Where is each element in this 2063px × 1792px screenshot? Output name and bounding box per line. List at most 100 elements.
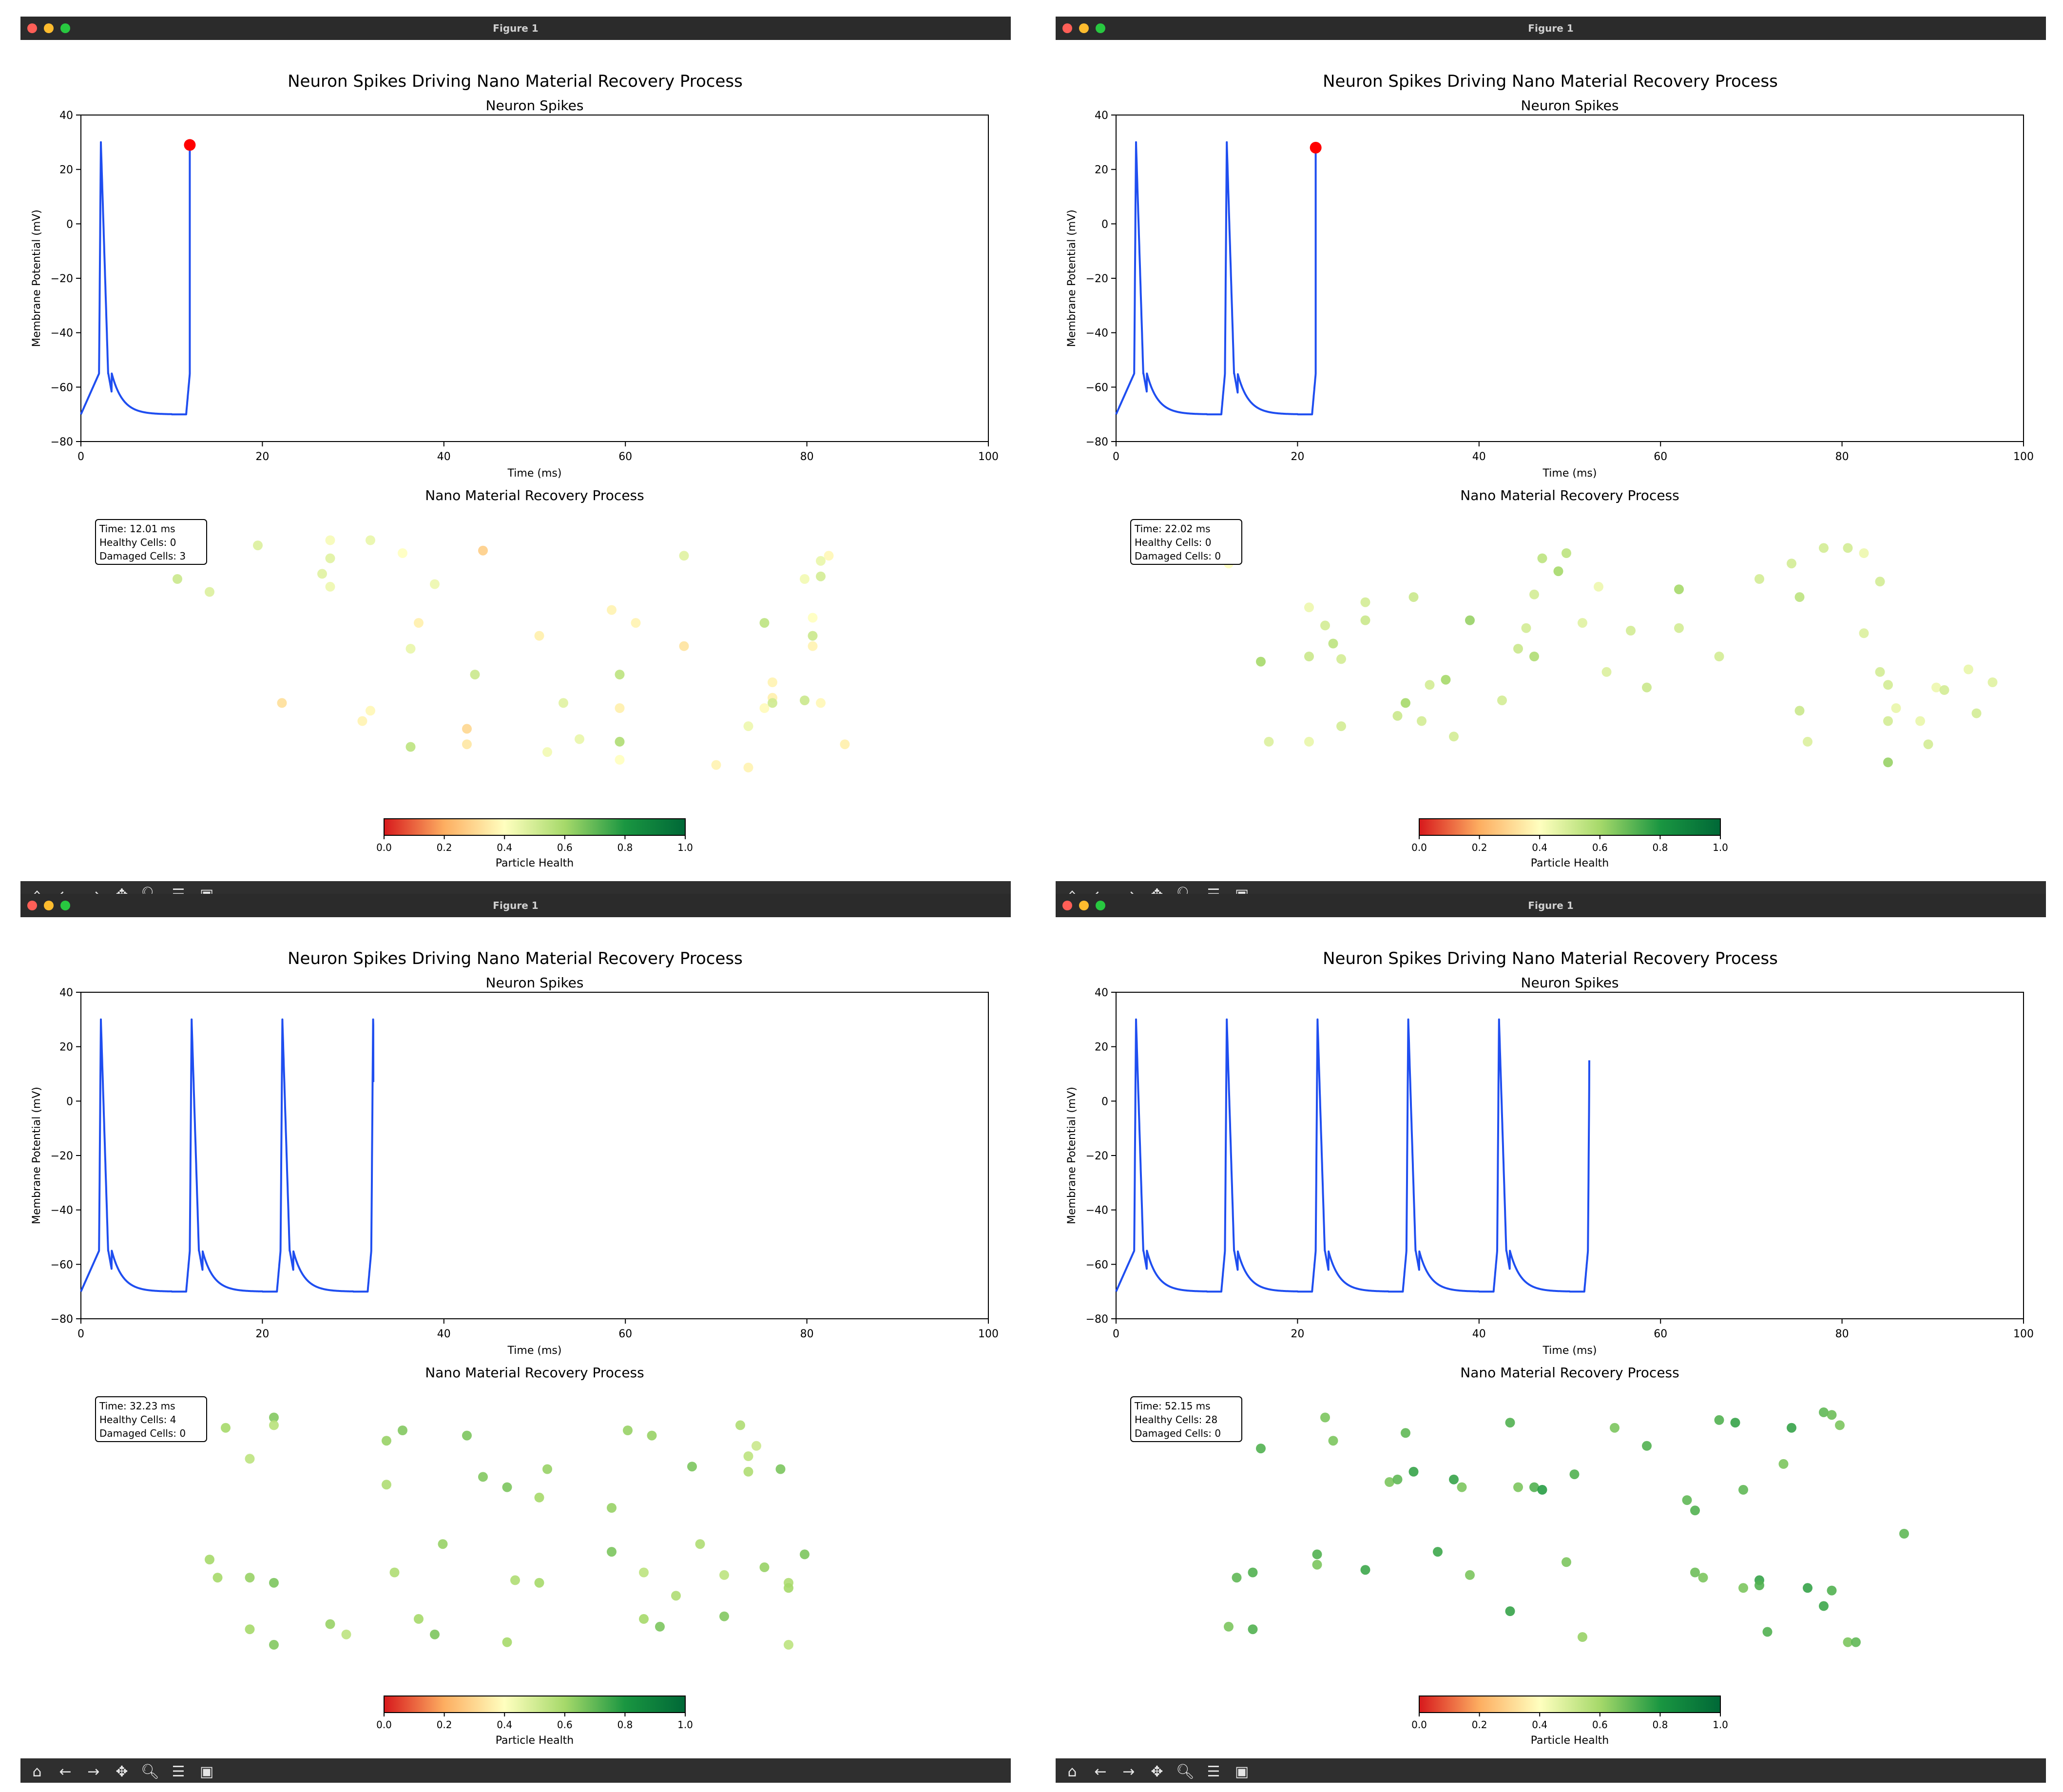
scatter-title: Nano Material Recovery Process — [425, 1365, 644, 1381]
close-window-button[interactable] — [1062, 901, 1072, 910]
colorbar-tick-label: 1.0 — [677, 1719, 693, 1731]
particle-point — [1529, 589, 1539, 599]
colorbar-tick-label: 0.4 — [497, 1719, 512, 1731]
maximize-window-button[interactable] — [1096, 901, 1105, 910]
figure-canvas: Neuron Spikes Driving Nano Material Reco… — [1056, 40, 2046, 881]
info-box — [1130, 519, 1242, 565]
info-time: Time: 32.23 ms — [99, 1400, 175, 1412]
particle-point — [1843, 543, 1853, 553]
minimize-window-button[interactable] — [44, 23, 54, 33]
configure-subplots-icon[interactable]: ☰ — [172, 1763, 185, 1780]
colorbar-tick-label: 0.2 — [1472, 1719, 1487, 1731]
particle-point — [1762, 1627, 1773, 1637]
home-icon[interactable]: ⌂ — [32, 1763, 42, 1780]
particle-point — [615, 703, 625, 713]
maximize-window-button[interactable] — [60, 23, 70, 33]
info-healthy-cells: Healthy Cells: 0 — [1135, 537, 1212, 548]
particle-point — [1401, 698, 1410, 708]
save-icon[interactable]: ▣ — [1234, 1763, 1249, 1780]
maximize-window-button[interactable] — [60, 901, 70, 910]
window-titlebar[interactable]: Figure 1 — [1056, 17, 2046, 40]
forward-arrow-icon[interactable]: → — [87, 1763, 100, 1780]
particle-point — [1899, 1529, 1909, 1539]
particle-point — [245, 1573, 255, 1583]
close-window-button[interactable] — [1062, 23, 1072, 33]
particle-point — [357, 716, 367, 726]
particle-point — [1923, 739, 1933, 750]
plot-frame — [80, 992, 989, 1319]
particle-point — [1360, 597, 1370, 607]
particle-point — [269, 1639, 279, 1650]
particle-point — [1360, 615, 1370, 625]
x-axis-label: Time (ms) — [507, 467, 562, 480]
particle-point — [245, 1624, 255, 1635]
particle-point — [325, 553, 335, 563]
y-tick-label: −40 — [1086, 1205, 1108, 1217]
configure-subplots-icon[interactable]: ☰ — [1207, 1763, 1220, 1780]
x-tick-label: 80 — [800, 451, 814, 463]
minimize-window-button[interactable] — [44, 901, 54, 910]
colorbar-tick-label: 0.8 — [617, 842, 633, 853]
particle-point — [462, 739, 472, 750]
pan-icon[interactable]: ✥ — [1151, 1763, 1163, 1780]
particle-point — [1626, 626, 1636, 636]
colorbar-tick-label: 0.6 — [557, 842, 573, 853]
colorbar-tick-label: 1.0 — [1713, 1719, 1728, 1731]
back-arrow-icon[interactable]: ← — [1094, 1763, 1107, 1780]
particle-point — [366, 535, 375, 545]
particle-point — [1714, 1415, 1724, 1425]
window-titlebar[interactable]: Figure 1 — [1056, 894, 2046, 917]
chart-title: Neuron Spikes — [486, 97, 584, 114]
info-healthy-cells: Healthy Cells: 0 — [99, 537, 176, 548]
y-tick-label: 40 — [59, 110, 73, 122]
particle-point — [1392, 1474, 1403, 1484]
particle-point — [1232, 1573, 1242, 1583]
particle-point — [502, 1637, 512, 1647]
minimize-window-button[interactable] — [1079, 23, 1089, 33]
particle-point — [1401, 1428, 1410, 1438]
particle-point — [1248, 1567, 1258, 1578]
maximize-window-button[interactable] — [1096, 23, 1105, 33]
x-tick-label: 100 — [2013, 1328, 2034, 1340]
close-window-button[interactable] — [27, 23, 37, 33]
particle-point — [1859, 548, 1869, 558]
colorbar-label: Particle Health — [496, 1734, 574, 1747]
y-tick-label: 0 — [1101, 218, 1108, 231]
colorbar-tick-label: 0.0 — [1411, 842, 1427, 853]
particle-point — [470, 670, 480, 680]
y-tick-label: 20 — [59, 1041, 73, 1054]
pan-icon[interactable]: ✥ — [116, 1763, 128, 1780]
particle-point — [1385, 1477, 1394, 1487]
zoom-icon[interactable]: 🔍︎ — [140, 1763, 160, 1780]
zoom-icon[interactable]: 🔍︎ — [1176, 1763, 1195, 1780]
particle-point — [1328, 1436, 1338, 1446]
y-tick-label: 0 — [1101, 1096, 1108, 1108]
particle-point — [1449, 732, 1459, 742]
particle-point — [639, 1614, 649, 1624]
particle-point — [615, 736, 625, 747]
back-arrow-icon[interactable]: ← — [59, 1763, 72, 1780]
save-icon[interactable]: ▣ — [199, 1763, 214, 1780]
particle-point — [398, 1426, 407, 1435]
particle-point — [269, 1420, 279, 1430]
window-titlebar[interactable]: Figure 1 — [20, 894, 1011, 917]
particle-point — [438, 1539, 448, 1549]
figure-canvas: Neuron Spikes Driving Nano Material Reco… — [20, 917, 1011, 1758]
home-icon[interactable]: ⌂ — [1067, 1763, 1077, 1780]
minimize-window-button[interactable] — [1079, 901, 1089, 910]
particle-point — [1819, 1601, 1829, 1611]
window-titlebar[interactable]: Figure 1 — [20, 17, 1011, 40]
x-tick-label: 80 — [1835, 1328, 1849, 1340]
current-time-marker — [184, 139, 196, 151]
close-window-button[interactable] — [27, 901, 37, 910]
forward-arrow-icon[interactable]: → — [1122, 1763, 1135, 1780]
colorbar-tick-label: 0.0 — [1411, 1719, 1427, 1731]
info-box — [1130, 1396, 1242, 1442]
particle-point — [840, 739, 850, 750]
y-tick-label: 20 — [1095, 164, 1108, 176]
particle-point — [542, 1464, 552, 1474]
particle-point — [808, 631, 818, 641]
particle-point — [1537, 553, 1547, 563]
x-tick-label: 60 — [618, 1328, 632, 1340]
navigation-toolbar: ⌂ ← → ✥ 🔍︎ ☰ ▣ — [20, 1758, 1011, 1783]
